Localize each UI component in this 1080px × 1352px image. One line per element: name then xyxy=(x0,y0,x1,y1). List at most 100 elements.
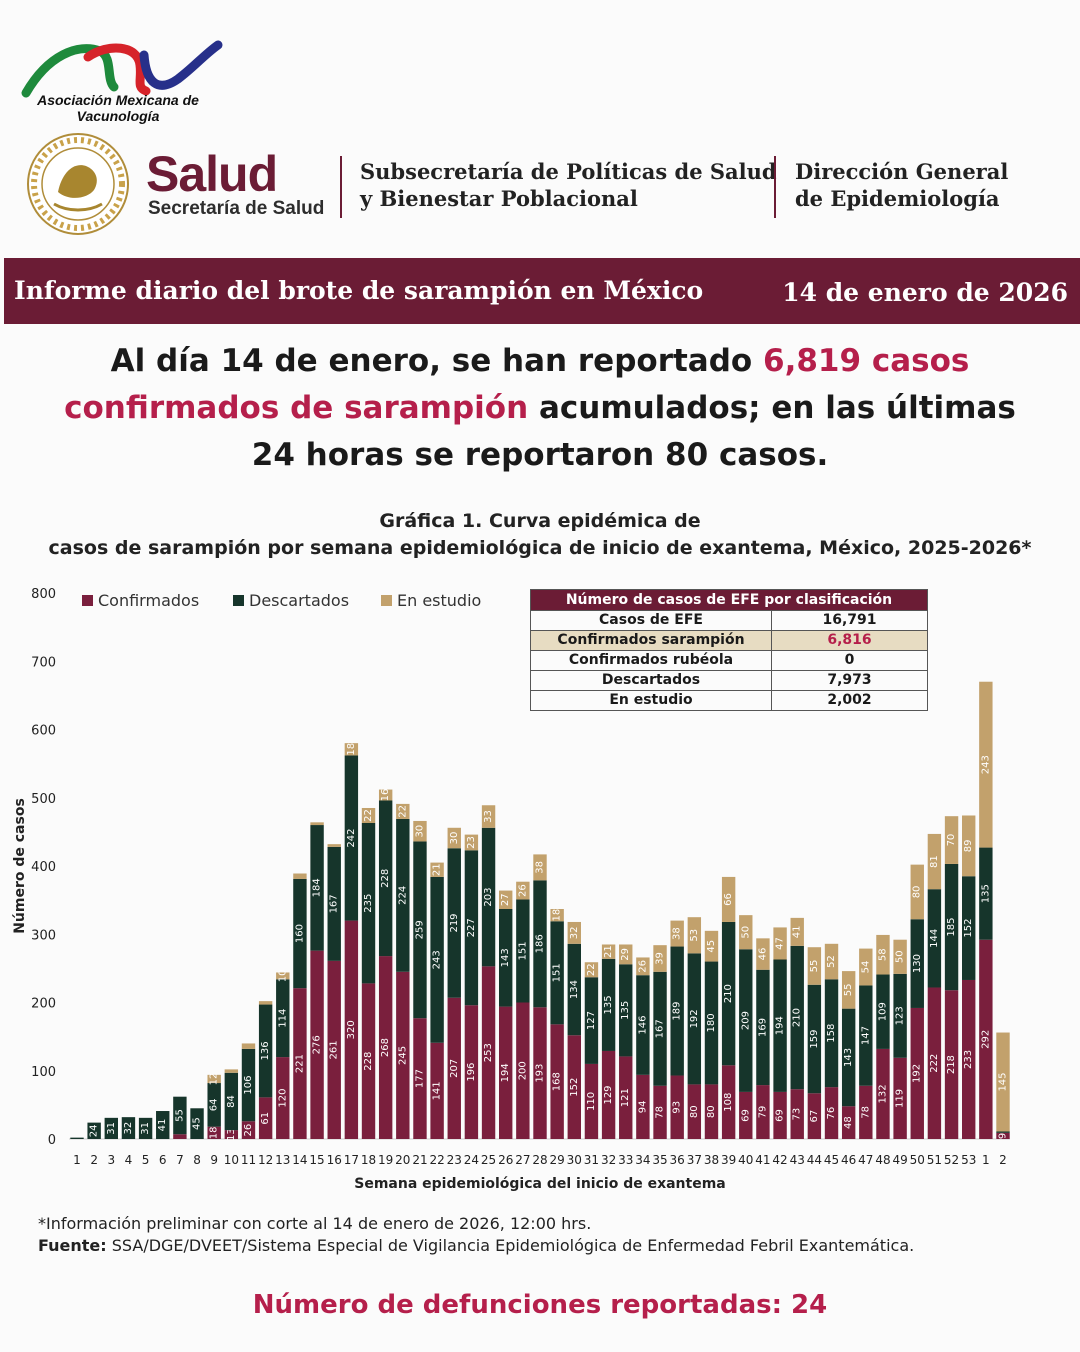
data-label: 54 xyxy=(860,961,871,974)
data-label: 261 xyxy=(329,1040,340,1059)
bar-segment xyxy=(207,1126,221,1139)
data-label: 151 xyxy=(517,941,528,960)
legend-label: Confirmados xyxy=(98,591,199,610)
data-label: 52 xyxy=(826,955,837,968)
bar-segment xyxy=(704,961,719,1085)
data-label: 94 xyxy=(637,1101,648,1114)
table-header: Número de casos de EFE por clasificación xyxy=(530,589,928,611)
bar-segment xyxy=(584,977,599,1064)
bar-segment xyxy=(739,915,753,950)
data-label: 200 xyxy=(517,1061,528,1080)
table-row-label: Casos de EFE xyxy=(530,610,772,631)
x-tick-label: 9 xyxy=(210,1153,218,1167)
bar-segment xyxy=(447,997,461,1139)
bar-segment xyxy=(841,1008,856,1107)
x-tick-label: 19 xyxy=(378,1153,393,1167)
deaths-count: Número de defunciones reportadas: 24 xyxy=(252,1290,828,1320)
x-tick-label: 39 xyxy=(721,1153,736,1167)
data-label: 143 xyxy=(500,948,511,967)
data-label: 135 xyxy=(620,1001,631,1020)
x-tick-label: 18 xyxy=(361,1153,376,1167)
data-label: 144 xyxy=(929,929,940,948)
bar-segment xyxy=(378,956,393,1139)
data-label: 141 xyxy=(432,1081,443,1100)
x-tick-label: 52 xyxy=(944,1153,959,1167)
data-label: 186 xyxy=(535,934,546,953)
data-label: 152 xyxy=(569,1078,580,1097)
bar-segment xyxy=(464,834,479,851)
data-label: 106 xyxy=(243,1076,254,1095)
data-label: 45 xyxy=(706,940,717,953)
bar-segment xyxy=(156,1111,170,1139)
data-label: 114 xyxy=(277,1009,288,1028)
table-row-value: 6,816 xyxy=(771,630,928,651)
bar-segment xyxy=(481,827,496,967)
bar-segment xyxy=(704,1084,719,1139)
bar-segment xyxy=(464,1005,479,1139)
bar-segment xyxy=(413,841,427,1019)
x-tick-label: 7 xyxy=(176,1153,184,1167)
data-label: 228 xyxy=(363,1052,374,1071)
bar-segment xyxy=(619,964,633,1057)
data-label: 245 xyxy=(397,1046,408,1065)
x-tick-label: 47 xyxy=(858,1153,873,1167)
x-tick-label: 1 xyxy=(73,1153,81,1167)
data-label: 84 xyxy=(226,1095,237,1108)
data-label: 22 xyxy=(586,963,597,976)
bar-segment xyxy=(310,950,324,1139)
bar-segment xyxy=(344,755,359,921)
bar-segment xyxy=(670,946,684,1076)
data-label: 26 xyxy=(517,884,528,897)
bar-segment xyxy=(258,1001,273,1005)
x-tick-label: 38 xyxy=(704,1153,719,1167)
data-label: 167 xyxy=(655,1019,666,1038)
data-label: 41 xyxy=(157,1119,168,1132)
data-label: 9 xyxy=(998,1133,1009,1139)
bar-segment xyxy=(121,1117,136,1139)
bar-segment xyxy=(944,990,959,1139)
data-label: 38 xyxy=(535,861,546,874)
data-label: 167 xyxy=(329,894,340,913)
data-label: 67 xyxy=(809,1110,820,1123)
x-tick-label: 23 xyxy=(447,1153,462,1167)
bar-segment xyxy=(927,833,942,890)
x-tick-label: 27 xyxy=(515,1153,530,1167)
data-label: 22 xyxy=(363,809,374,822)
bar-segment xyxy=(584,1063,599,1139)
x-tick-label: 11 xyxy=(241,1153,256,1167)
table-row-label: Confirmados rubéola xyxy=(530,650,772,671)
bar-segment xyxy=(756,938,770,970)
bar-segment xyxy=(293,988,307,1139)
bar-segment xyxy=(516,881,530,900)
y-tick-label: 0 xyxy=(48,1133,56,1148)
x-tick-label: 33 xyxy=(618,1153,633,1167)
data-label: 89 xyxy=(963,839,974,852)
bar-segment xyxy=(653,1085,667,1139)
data-label: 78 xyxy=(655,1106,666,1119)
bar-segment xyxy=(670,920,684,947)
data-label: 110 xyxy=(586,1092,597,1111)
chart-title: Gráfica 1. Curva epidémica de casos de s… xyxy=(0,508,1080,562)
bar-segment xyxy=(790,1089,804,1139)
bar-segment xyxy=(173,1134,187,1139)
bar-segment xyxy=(361,823,376,984)
data-label: 76 xyxy=(826,1107,837,1120)
x-tick-label: 44 xyxy=(807,1153,822,1167)
bar-segment xyxy=(790,917,804,946)
x-tick-label: 34 xyxy=(635,1153,650,1167)
bar-segment xyxy=(687,917,702,954)
bar-segment xyxy=(636,975,650,1075)
x-tick-label: 43 xyxy=(790,1153,805,1167)
data-label: 221 xyxy=(294,1054,305,1073)
data-label: 132 xyxy=(877,1084,888,1103)
data-label: 22 xyxy=(397,805,408,818)
data-label: 53 xyxy=(689,929,700,942)
x-tick-label: 2 xyxy=(90,1153,98,1167)
bar-segment xyxy=(653,971,667,1086)
bar-segment xyxy=(241,1121,256,1139)
x-tick-label: 1 xyxy=(982,1153,990,1167)
bar-segment xyxy=(481,966,496,1139)
data-label: 292 xyxy=(980,1030,991,1049)
bar-segment xyxy=(344,920,359,1139)
data-label: 30 xyxy=(414,825,425,838)
